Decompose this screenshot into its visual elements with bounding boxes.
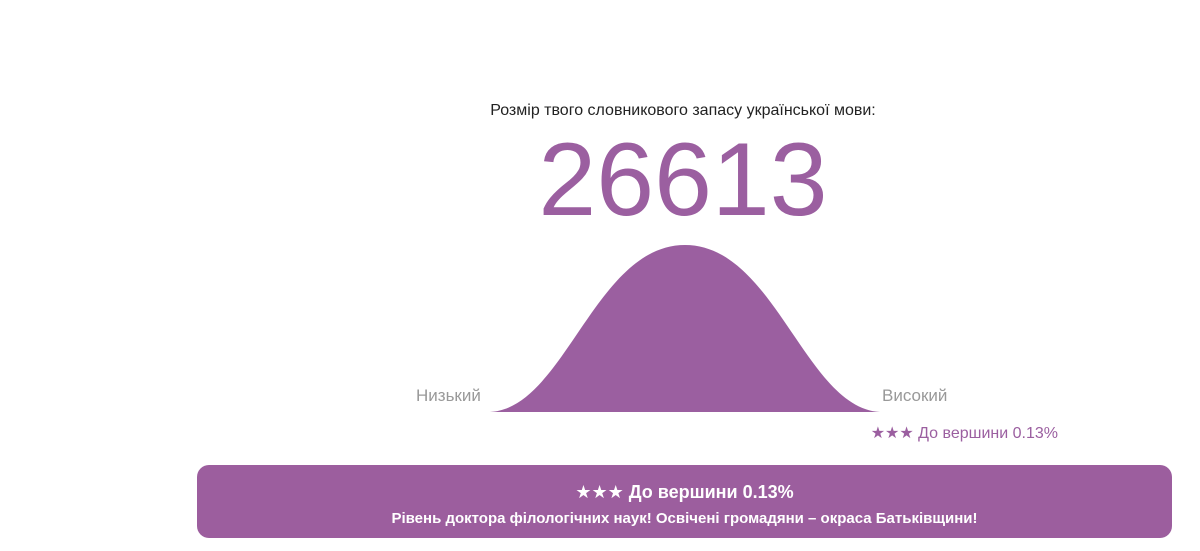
low-label: Низький [416, 386, 481, 405]
banner-message: Рівень доктора філологічних наук! Освіче… [391, 510, 978, 527]
banner-title: ★★★ До вершини 0.13% [575, 482, 794, 502]
bell-curve [490, 245, 880, 412]
caption: Розмір твого словникового запасу українс… [490, 102, 876, 119]
result-banner: ★★★ До вершини 0.13% Рівень доктора філо… [197, 465, 1172, 538]
high-label: Високий [882, 386, 948, 405]
rank-note: ★★★ До вершини 0.13% [870, 425, 1058, 442]
score: 26613 [538, 122, 828, 238]
curve [490, 245, 880, 412]
